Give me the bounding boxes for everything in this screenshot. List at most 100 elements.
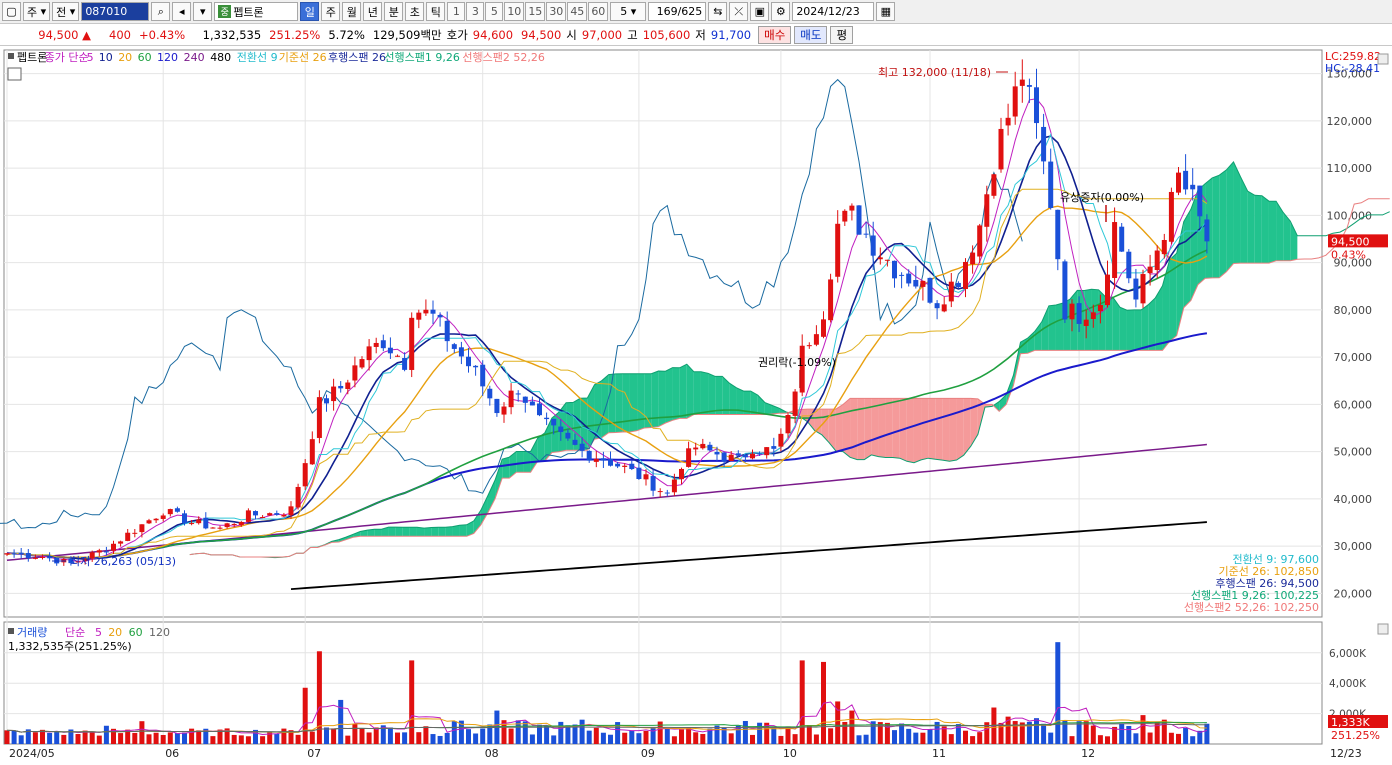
x-last-label: 12/23 (1330, 747, 1362, 760)
candle-body (238, 521, 244, 525)
volume-bar (40, 729, 45, 744)
ichimoku-cloud (1141, 304, 1149, 351)
volume-bar (75, 734, 81, 744)
candle-body (267, 513, 273, 516)
volume-bar (1105, 736, 1110, 744)
ichimoku-cloud (367, 529, 375, 537)
volume-bar (522, 721, 528, 744)
interval-button-10[interactable]: 10 (504, 2, 525, 21)
volume-bar (253, 729, 258, 744)
candle-body (366, 346, 372, 361)
candle-body (189, 523, 195, 525)
candle-body (721, 452, 727, 462)
period-tab-2[interactable]: 월 (342, 2, 362, 21)
sell-button[interactable]: 매도 (794, 25, 828, 44)
volume-bar (11, 730, 17, 744)
ichimoku-cloud (1254, 195, 1262, 264)
interval-select[interactable]: 5 ▾ (610, 2, 647, 21)
ichimoku-value-0: 전환선 9: 97,600 (1232, 553, 1319, 566)
volume-bar (515, 720, 521, 744)
interval-button-60[interactable]: 60 (588, 2, 609, 21)
high-price: 105,600 (642, 27, 691, 42)
period-tab-3[interactable]: 년 (363, 2, 383, 21)
dropdown-icon[interactable]: ▾ (193, 2, 213, 21)
period-tab-5[interactable]: 초 (405, 2, 425, 21)
calendar-icon[interactable]: ▦ (876, 2, 896, 21)
candle-body (707, 444, 713, 451)
candle-body (196, 519, 202, 524)
ichimoku-cloud (1006, 375, 1014, 405)
date-field[interactable]: 2024/12/23 (792, 2, 875, 21)
volume-bar (806, 725, 812, 744)
tool-icon[interactable]: ⇆ (708, 2, 728, 21)
count-field[interactable]: 169/625 (648, 2, 707, 21)
volume-bar (480, 728, 486, 744)
grid-toggle-icon[interactable] (7, 67, 22, 81)
candle-body (458, 347, 464, 357)
market-select[interactable]: 주 ▾ (23, 2, 51, 21)
buy-button[interactable]: 매수 (758, 25, 792, 44)
interval-button-5[interactable]: 5 (485, 2, 504, 21)
volume-bar (153, 732, 159, 744)
cross-icon[interactable]: ⤫ (729, 2, 749, 21)
vol-panel-toggle-icon[interactable] (1377, 623, 1389, 635)
candle-body (309, 439, 315, 465)
stock-name-field[interactable]: 중 펩트론 (214, 2, 299, 21)
candle-body (778, 433, 784, 447)
period-tab-1[interactable]: 주 (321, 2, 341, 21)
interval-button-3[interactable]: 3 (466, 2, 485, 21)
volume-bar (877, 722, 883, 744)
eval-button[interactable]: 평 (830, 25, 854, 44)
legend-conversion: 전환선 9 (237, 51, 278, 64)
legend-square-icon (8, 53, 14, 59)
volume-bar (558, 721, 564, 744)
save-icon[interactable]: ▣ (750, 2, 770, 21)
candle-body (11, 553, 17, 555)
offering-annotation: 유상증자(0.00%) (1060, 191, 1144, 204)
candle-body (75, 561, 81, 563)
current-price-tag (1328, 234, 1388, 248)
period-tab-0[interactable]: 일 (300, 2, 320, 21)
volume-bar (1119, 723, 1125, 744)
interval-button-1[interactable]: 1 (447, 2, 466, 21)
interval-button-45[interactable]: 45 (567, 2, 588, 21)
interval-button-15[interactable]: 15 (525, 2, 546, 21)
window-icon[interactable]: ▢ (2, 2, 21, 21)
volume-bar (792, 734, 798, 744)
volume-bar (828, 728, 834, 744)
volume-bar (103, 725, 109, 744)
interval-button-30[interactable]: 30 (546, 2, 567, 21)
search-icon[interactable]: ⌕ (151, 2, 171, 21)
volume-bar (1034, 718, 1039, 744)
turnover: 5.72% (328, 27, 365, 42)
volume-bar (870, 721, 876, 744)
ichimoku-cloud (1240, 177, 1248, 264)
volume-bar (764, 722, 770, 744)
period-tab-4[interactable]: 분 (384, 2, 404, 21)
gear-icon[interactable]: ⚙ (771, 2, 791, 21)
prev-select[interactable]: 전 ▾ (52, 2, 80, 21)
volume-bar (47, 732, 53, 744)
volume-bar (174, 733, 180, 744)
volume-bar (1048, 732, 1054, 744)
period-tab-6[interactable]: 틱 (426, 2, 446, 21)
ichimoku-cloud (1212, 175, 1220, 278)
ichimoku-cloud (345, 534, 354, 540)
speaker-icon[interactable]: ◂ (172, 2, 192, 21)
volume-bar (132, 732, 138, 744)
ichimoku-cloud (495, 459, 503, 499)
volume-bar (1161, 719, 1167, 744)
volume-bar (693, 732, 699, 744)
volume-bar (835, 701, 841, 744)
volume-bar (260, 736, 266, 744)
ichimoku-cloud (374, 529, 382, 537)
stock-code-input[interactable]: 087010 (81, 2, 150, 21)
candle-body (32, 557, 38, 559)
candle-body (1176, 172, 1181, 193)
panel-toggle-icon[interactable] (1377, 53, 1389, 65)
ichimoku-cloud (729, 383, 737, 415)
candle-body (245, 510, 251, 522)
ichimoku-cloud (942, 398, 950, 462)
volume-bar (679, 729, 684, 744)
candle-body (998, 128, 1004, 170)
